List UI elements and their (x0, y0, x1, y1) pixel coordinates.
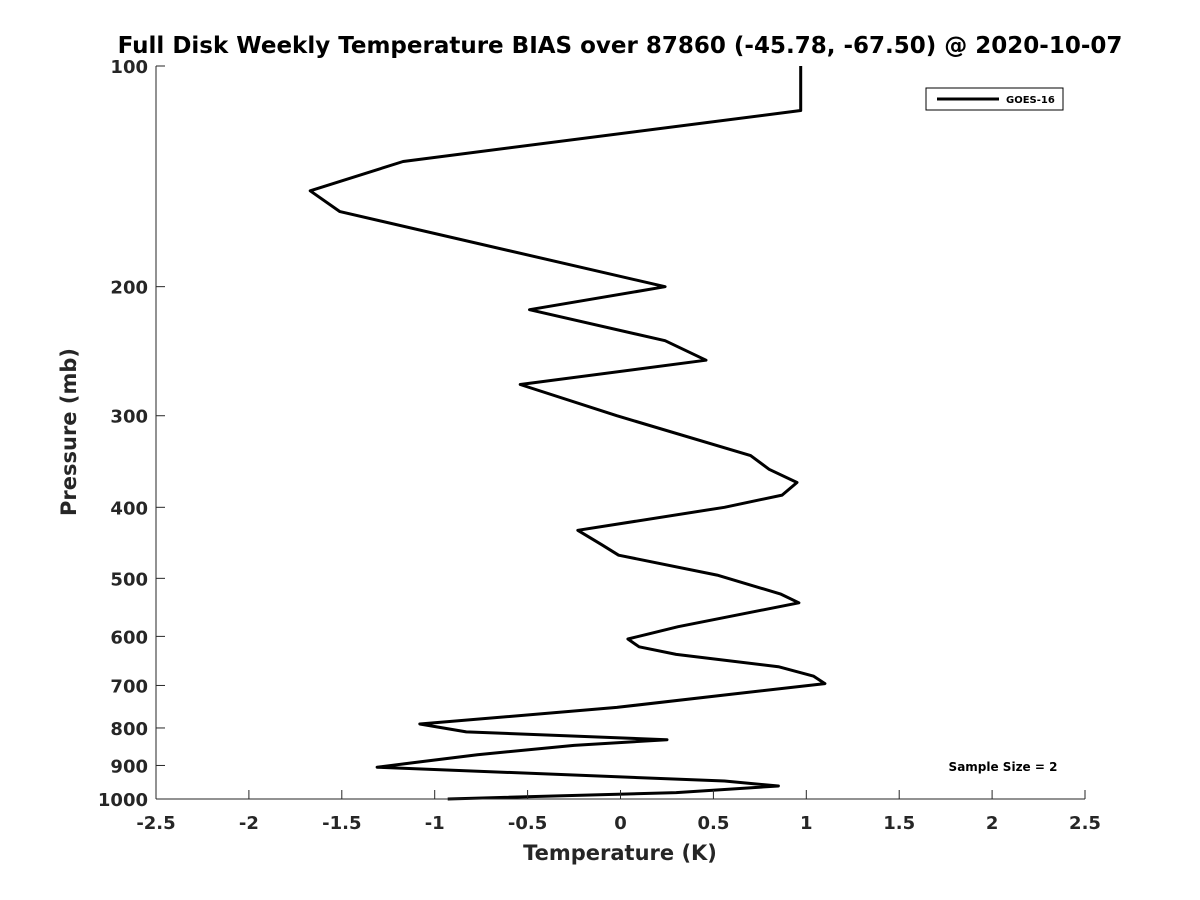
legend: GOES-16 (925, 87, 1064, 111)
series-line-goes-16 (308, 66, 827, 801)
y-tick-label: 200 (110, 278, 148, 299)
legend-label-goes-16: GOES-16 (1006, 95, 1055, 106)
y-tick-label: 100 (110, 57, 148, 78)
axes: -2.5 -2 -1.5 -1 -0.5 0 0.5 1 1.5 2 2.5 100 200 300 40… (98, 57, 1101, 834)
y-tick-label: 300 (110, 407, 148, 428)
x-tick-label: -2.5 (136, 813, 175, 834)
x-tick-label: 2 (986, 813, 999, 834)
plot-area (308, 66, 827, 801)
x-tick-label: 1.5 (883, 813, 915, 834)
x-tick-label: 2.5 (1069, 813, 1101, 834)
x-tick-label: -1 (425, 813, 445, 834)
y-tick-label: 1000 (98, 790, 148, 811)
y-axis-label: Pressure (mb) (57, 348, 81, 516)
y-tick-label: 600 (110, 627, 148, 648)
y-tick-label: 900 (110, 756, 148, 777)
sample-size-annotation: Sample Size = 2 (949, 760, 1058, 774)
y-tick-label: 400 (110, 498, 148, 519)
y-ticks: 100 200 300 400 500 600 700 800 900 1000 (98, 57, 165, 811)
x-tick-label: 1 (800, 813, 813, 834)
chart-title: Full Disk Weekly Temperature BIAS over 8… (118, 33, 1123, 59)
y-tick-label: 500 (110, 569, 148, 590)
x-ticks: -2.5 -2 -1.5 -1 -0.5 0 0.5 1 1.5 2 2.5 (136, 790, 1101, 834)
x-tick-label: 0.5 (697, 813, 729, 834)
x-tick-label: -1.5 (322, 813, 361, 834)
x-tick-label: -0.5 (508, 813, 547, 834)
x-tick-label: -2 (239, 813, 259, 834)
x-tick-label: 0 (614, 813, 627, 834)
x-axis-label: Temperature (K) (523, 841, 717, 865)
y-tick-label: 700 (110, 676, 148, 697)
y-tick-label: 800 (110, 719, 148, 740)
